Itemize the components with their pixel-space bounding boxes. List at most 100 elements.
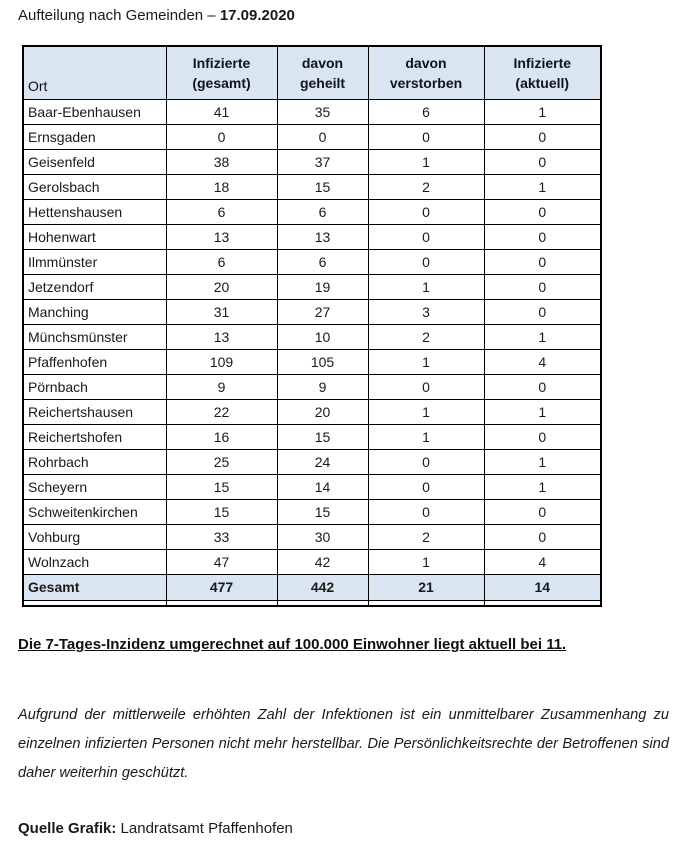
- cell-infizierte-gesamt: 15: [165, 474, 278, 500]
- column-header-infizierte-aktuell: Infizierte (aktuell): [483, 45, 602, 100]
- cell-ort: Pfaffenhofen: [22, 349, 167, 375]
- cell-davon-geheilt: 42: [276, 549, 369, 575]
- stub-cell: [276, 600, 369, 607]
- cell-davon-verstorben: 1: [367, 274, 485, 300]
- cell-ort: Reichertshofen: [22, 424, 167, 450]
- table-row: Hohenwart 13 13 0 0: [22, 224, 602, 250]
- cell-infizierte-aktuell: 0: [483, 149, 602, 175]
- header-line: davon: [405, 54, 447, 71]
- cell-infizierte-gesamt: 41: [165, 99, 278, 125]
- cell-ort: Schweitenkirchen: [22, 499, 167, 525]
- header-line: (aktuell): [515, 75, 570, 91]
- cell-infizierte-aktuell: 0: [483, 499, 602, 525]
- cell-davon-geheilt: 15: [276, 424, 369, 450]
- table-stub-row: [22, 600, 602, 607]
- cell-davon-verstorben: 2: [367, 524, 485, 550]
- cell-davon-verstorben: 1: [367, 149, 485, 175]
- header-line: Infizierte: [513, 54, 572, 71]
- cell-infizierte-aktuell: 0: [483, 224, 602, 250]
- cell-davon-verstorben: 6: [367, 99, 485, 125]
- table-row: Münchsmünster 13 10 2 1: [22, 324, 602, 350]
- cell-infizierte-gesamt: 20: [165, 274, 278, 300]
- cell-davon-verstorben: 0: [367, 199, 485, 225]
- table-row: Ernsgaden 0 0 0 0: [22, 124, 602, 150]
- cell-infizierte-aktuell: 1: [483, 99, 602, 125]
- cell-davon-verstorben: 0: [367, 224, 485, 250]
- header-line: davon: [301, 54, 344, 71]
- cell-davon-geheilt: 30: [276, 524, 369, 550]
- cell-infizierte-gesamt: 18: [165, 174, 278, 200]
- column-header-davon-geheilt: davon geheilt: [276, 45, 369, 100]
- cell-infizierte-aktuell: 0: [483, 199, 602, 225]
- header-line: Infizierte: [192, 54, 251, 71]
- stub-cell: [483, 600, 602, 607]
- cell-davon-geheilt: 37: [276, 149, 369, 175]
- page-title-date: 17.09.2020: [219, 7, 295, 24]
- table-row: Baar-Ebenhausen 41 35 6 1: [22, 99, 602, 125]
- cell-infizierte-gesamt: 0: [165, 124, 278, 150]
- cell-davon-geheilt: 15: [276, 174, 369, 200]
- total-davon-geheilt: 442: [276, 574, 369, 601]
- column-header-ort: Ort: [22, 45, 167, 100]
- cell-infizierte-aktuell: 0: [483, 424, 602, 450]
- cell-infizierte-gesamt: 109: [165, 349, 278, 375]
- source-label: Quelle Grafik:: [18, 820, 117, 837]
- header-line: verstorben: [389, 75, 463, 91]
- cell-davon-verstorben: 2: [367, 324, 485, 350]
- cell-ort: Reichertshausen: [22, 399, 167, 425]
- cell-davon-geheilt: 15: [276, 499, 369, 525]
- cell-ort: Vohburg: [22, 524, 167, 550]
- cell-davon-verstorben: 0: [367, 449, 485, 475]
- cell-davon-verstorben: 0: [367, 474, 485, 500]
- table-row: Jetzendorf 20 19 1 0: [22, 274, 602, 300]
- incidence-statement: Die 7-Tages-Inzidenz umgerechnet auf 100…: [18, 636, 567, 653]
- cell-davon-geheilt: 19: [276, 274, 369, 300]
- cell-infizierte-aktuell: 0: [483, 374, 602, 400]
- cell-davon-verstorben: 0: [367, 124, 485, 150]
- source-value: Landratsamt Pfaffenhofen: [116, 820, 293, 837]
- total-infizierte-aktuell: 14: [483, 574, 602, 601]
- table-total-row: Gesamt 477 442 21 14: [22, 574, 602, 601]
- table-row: Ilmmünster 6 6 0 0: [22, 249, 602, 275]
- header-line: geheilt: [299, 75, 346, 91]
- cell-ort: Manching: [22, 299, 167, 325]
- table-row: Pfaffenhofen 109 105 1 4: [22, 349, 602, 375]
- cell-davon-geheilt: 9: [276, 374, 369, 400]
- cell-davon-verstorben: 0: [367, 499, 485, 525]
- cell-infizierte-aktuell: 0: [483, 274, 602, 300]
- table-row: Gerolsbach 18 15 2 1: [22, 174, 602, 200]
- table-row: Manching 31 27 3 0: [22, 299, 602, 325]
- cell-davon-verstorben: 2: [367, 174, 485, 200]
- table-row: Geisenfeld 38 37 1 0: [22, 149, 602, 175]
- cell-infizierte-aktuell: 0: [483, 124, 602, 150]
- cell-infizierte-gesamt: 25: [165, 449, 278, 475]
- cell-infizierte-aktuell: 0: [483, 249, 602, 275]
- total-davon-verstorben: 21: [367, 574, 485, 601]
- cell-infizierte-gesamt: 38: [165, 149, 278, 175]
- cell-ort: Pörnbach: [22, 374, 167, 400]
- cell-ort: Scheyern: [22, 474, 167, 500]
- table-row: Reichertshausen 22 20 1 1: [22, 399, 602, 425]
- total-infizierte-gesamt: 477: [165, 574, 278, 601]
- cell-ort: Baar-Ebenhausen: [22, 99, 167, 125]
- cell-davon-geheilt: 13: [276, 224, 369, 250]
- cell-davon-verstorben: 0: [367, 374, 485, 400]
- cell-infizierte-gesamt: 9: [165, 374, 278, 400]
- cell-ort: Jetzendorf: [22, 274, 167, 300]
- cell-infizierte-gesamt: 15: [165, 499, 278, 525]
- cell-infizierte-gesamt: 6: [165, 199, 278, 225]
- cell-davon-geheilt: 14: [276, 474, 369, 500]
- cell-infizierte-aktuell: 0: [483, 299, 602, 325]
- cell-infizierte-aktuell: 4: [483, 349, 602, 375]
- table-row: Vohburg 33 30 2 0: [22, 524, 602, 550]
- table-row: Pörnbach 9 9 0 0: [22, 374, 602, 400]
- cell-ort: Ernsgaden: [22, 124, 167, 150]
- gemeinden-table: Ort Infizierte (gesamt) davon geheilt da…: [22, 45, 602, 607]
- cell-infizierte-aktuell: 1: [483, 399, 602, 425]
- cell-ort: Ilmmünster: [22, 249, 167, 275]
- cell-davon-geheilt: 10: [276, 324, 369, 350]
- cell-davon-geheilt: 27: [276, 299, 369, 325]
- cell-ort: Hettenshausen: [22, 199, 167, 225]
- cell-davon-geheilt: 105: [276, 349, 369, 375]
